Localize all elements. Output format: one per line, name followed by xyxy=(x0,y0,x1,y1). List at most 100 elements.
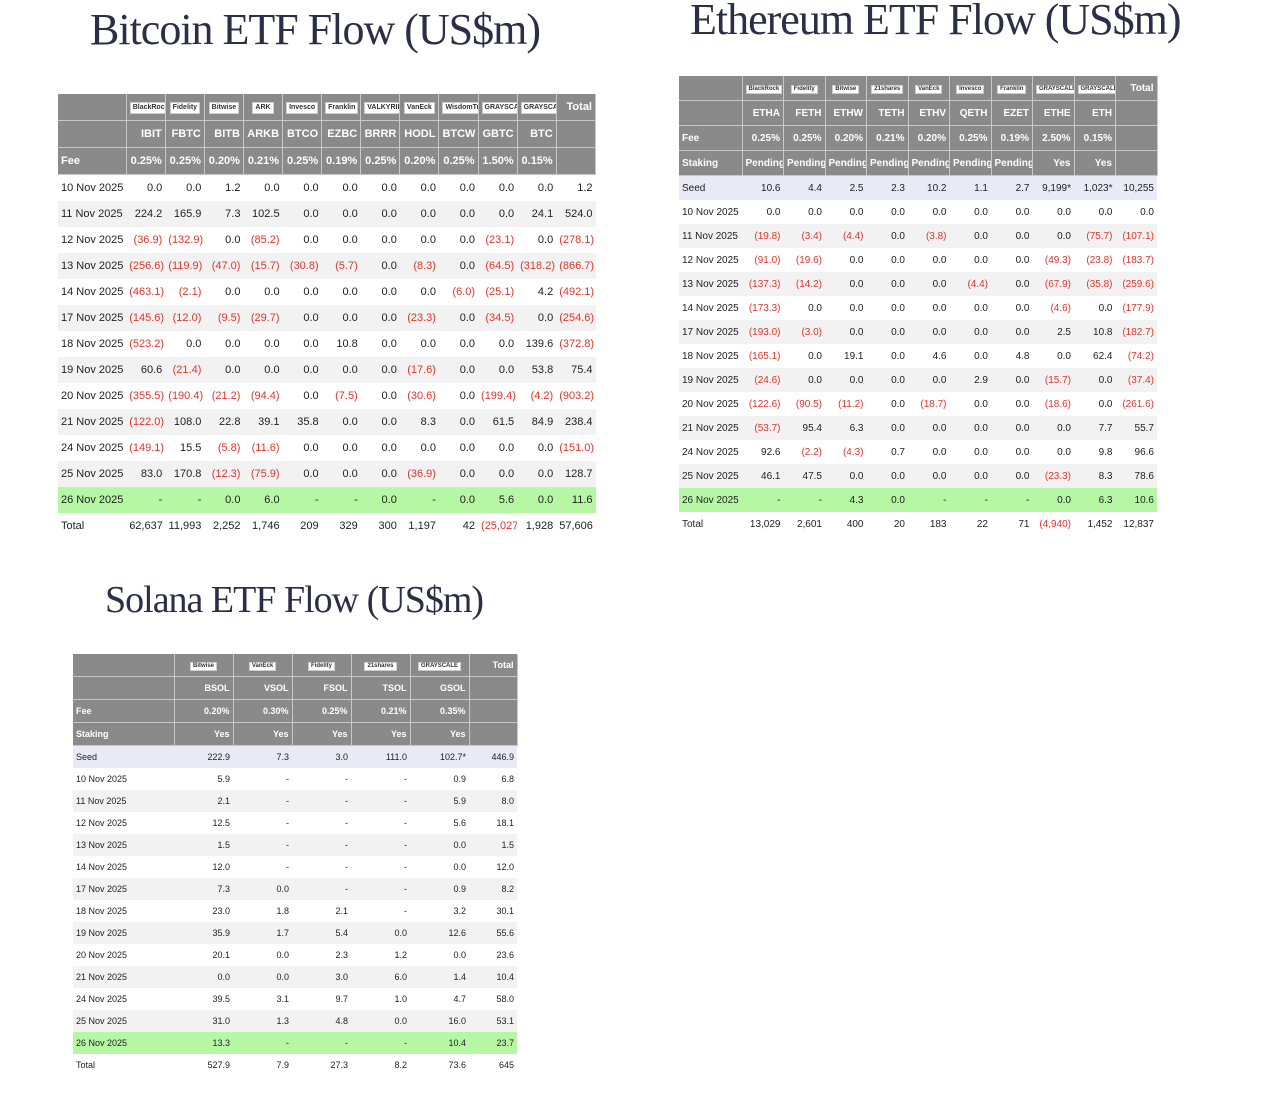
flow-cell: 2.1 xyxy=(335,906,348,916)
flow-cell: 0.0 xyxy=(394,928,407,938)
issuer-cell: Fidelity xyxy=(783,76,826,101)
flow-cell: 0.0 xyxy=(381,208,397,220)
seed-cell: 2.3 xyxy=(891,182,905,194)
flow-cell: 16.0 xyxy=(448,1016,466,1026)
issuer-header-row: Bitwise VanEck Fidelity 21shares GRAYSCALE To… xyxy=(73,654,518,677)
flow-cell: 0.0 xyxy=(891,230,905,242)
ticker-header: FSOL xyxy=(292,676,352,700)
total-cell: 2,252 xyxy=(212,520,241,532)
ticker-header: TSOL xyxy=(351,676,411,700)
flow-cell: 0.0 xyxy=(303,234,319,246)
flow-cell: 0.0 xyxy=(1015,278,1030,290)
seed-cell: 7.3 xyxy=(276,752,289,762)
staking-label: Staking xyxy=(73,722,175,746)
flow-cell: 5.9 xyxy=(217,774,230,784)
total-cell: 1,746 xyxy=(252,520,280,532)
flow-cell: 0.0 xyxy=(459,182,476,194)
date-cell: 13 Nov 2025 xyxy=(61,260,124,272)
flow-cell: - xyxy=(345,884,348,894)
flow-cell: 0.0 xyxy=(1015,302,1030,314)
ticker-header: BTCO xyxy=(282,120,323,148)
flow-cell: 1.2 xyxy=(394,950,407,960)
total-cell: 209 xyxy=(300,520,319,532)
date-cell: 25 Nov 2025 xyxy=(61,468,124,480)
flow-cell: 0.0 xyxy=(932,446,947,458)
flow-cell: 20.1 xyxy=(212,950,230,960)
flow-cell: 78.6 xyxy=(1134,470,1154,482)
fee-cell: 1.50% xyxy=(478,147,518,175)
flow-cell: 0.0 xyxy=(849,254,864,266)
flow-cell: 0.0 xyxy=(438,487,479,513)
table-row: 13 Nov 2025 (256.6) (119.9) (47.0) (15.7) (30… xyxy=(58,253,596,279)
flow-cell: 165.9 xyxy=(173,208,202,220)
flow-cell: (119.9) xyxy=(168,260,203,272)
ticker-header: IBIT xyxy=(126,120,166,148)
flow-cell: (14.2) xyxy=(795,278,822,290)
flow-cell: 4.6 xyxy=(932,350,947,362)
table-row: 18 Nov 2025 (523.2) 0.0 0.0 0.0 0.0 10.8 0.0 0.0… xyxy=(58,331,596,357)
ticker-header: HODL xyxy=(399,120,440,148)
seed-cell: 4.4 xyxy=(808,182,822,194)
staking-cell: Pending xyxy=(908,150,950,176)
seed-cell: 10,255 xyxy=(1123,182,1154,194)
flow-cell: 0.0 xyxy=(537,468,554,480)
flow-cell: 0.0 xyxy=(808,206,822,218)
date-cell: 24 Nov 2025 xyxy=(61,442,124,454)
fee-cell: 0.15% xyxy=(517,147,557,175)
issuer-logo: Bitwise xyxy=(189,661,217,672)
flow-cell: 0.0 xyxy=(381,260,397,272)
date-cell: 21 Nov 2025 xyxy=(76,972,128,982)
fee-cell xyxy=(1115,125,1158,151)
flow-cell: 5.4 xyxy=(335,928,348,938)
table-row: 20 Nov 2025 (355.5) (190.4) (21.2) (94.4) 0.0… xyxy=(58,383,596,409)
fee-cell: 2.50% xyxy=(1032,125,1075,151)
flow-cell: 0.0 xyxy=(453,840,466,850)
flow-cell: 0.0 xyxy=(381,390,397,402)
flow-cell: 0.0 xyxy=(849,278,864,290)
issuer-logo: Invesco xyxy=(286,102,319,114)
flow-cell: (24.6) xyxy=(754,374,781,386)
issuer-logo: Franklin xyxy=(325,102,359,114)
flow-cell: 10.8 xyxy=(1093,326,1113,338)
ticker-header-row: ETHA FETH ETHW TETH ETHV QETH EZET ETHE ETH xyxy=(679,100,1158,126)
flow-cell: (3.8) xyxy=(925,230,947,242)
flow-cell: (132.9) xyxy=(168,234,204,246)
flow-cell: 0.0 xyxy=(1140,206,1154,218)
flow-cell: (74.2) xyxy=(1127,350,1154,362)
total-cell: 71 xyxy=(1018,518,1030,530)
flow-cell: 0.0 xyxy=(303,364,319,376)
flow-cell: - xyxy=(345,818,348,828)
flow-cell: (67.9) xyxy=(1044,278,1071,290)
flow-cell: 0.0 xyxy=(498,364,515,376)
flow-cell: (492.1) xyxy=(559,286,595,298)
flow-cell: 31.0 xyxy=(212,1016,230,1026)
seed-cell: 446.9 xyxy=(491,752,514,762)
fee-label: Fee xyxy=(679,125,743,151)
date-cell: 26 Nov 2025 xyxy=(679,488,742,512)
date-cell: 12 Nov 2025 xyxy=(61,234,124,246)
issuer-cell: Bitwise xyxy=(204,94,244,121)
flow-cell: 0.0 xyxy=(342,364,358,376)
flow-cell: 53.8 xyxy=(531,364,554,376)
flow-cell: 8.3 xyxy=(1098,470,1113,482)
flow-cell: 0.0 xyxy=(303,208,319,220)
date-cell: 10 Nov 2025 xyxy=(61,182,124,194)
flow-cell: 0.0 xyxy=(891,374,905,386)
flow-cell: (254.6) xyxy=(559,312,595,324)
date-cell: 25 Nov 2025 xyxy=(682,470,739,482)
flow-cell: (21.4) xyxy=(172,364,202,376)
issuer-cell: GRAYSCALE xyxy=(410,654,470,677)
flow-cell: - xyxy=(345,862,348,872)
flow-cell: 60.6 xyxy=(140,364,163,376)
flow-cell: - xyxy=(404,796,407,806)
issuer-cell: VanEck xyxy=(399,94,440,121)
total-cell: 12,837 xyxy=(1123,518,1154,530)
flow-cell: 0.0 xyxy=(866,488,908,512)
flow-cell: (53.7) xyxy=(754,422,781,434)
ticker-header: ARKB xyxy=(243,120,284,148)
flow-cell: (193.0) xyxy=(748,326,781,338)
flow-cell: 83.0 xyxy=(140,468,163,480)
flow-cell: 0.0 xyxy=(276,972,289,982)
flow-cell: (149.1) xyxy=(129,442,165,454)
flow-cell: (11.6) xyxy=(251,442,280,454)
